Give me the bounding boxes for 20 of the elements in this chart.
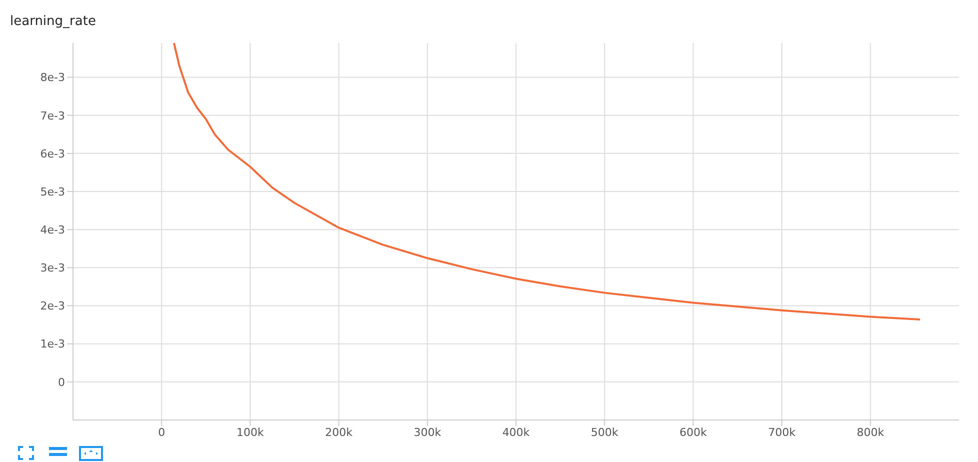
y-tick-label: 4e-3 [40,224,65,236]
y-tick-label: 0 [58,376,65,389]
y-tick-label: 7e-3 [40,109,65,122]
y-tick-label: 3e-3 [40,262,65,275]
x-tick-label: 200k [325,426,354,439]
x-tick-label: 500k [590,426,619,439]
chart-title: learning_rate [10,14,96,29]
x-tick-label: 700k [768,426,796,439]
y-tick-label: 6e-3 [40,147,65,160]
line-series [173,43,922,320]
x-tick-label: 0 [158,426,166,439]
y-tick-label: 2e-3 [40,300,65,313]
y-tick-label: 8e-3 [40,71,65,84]
x-tick-label: 100k [236,426,265,439]
x-tick-label: 800k [856,426,885,439]
x-tick-label: 300k [414,426,442,439]
y-tick-label: 1e-3 [40,338,65,351]
x-tick-label: 400k [502,426,530,439]
x-tick-label: 600k [680,426,708,439]
y-tick-label: 5e-3 [40,185,65,198]
